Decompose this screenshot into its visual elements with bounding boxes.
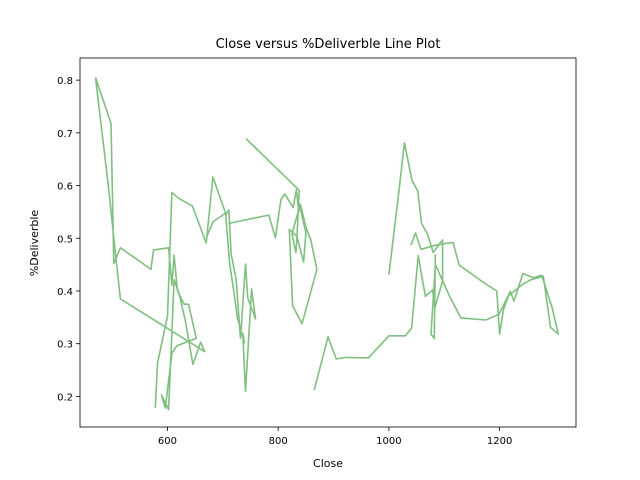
y-axis-ticks: 0.2 0.3 0.4 0.5 0.6 0.7 0.8 — [57, 76, 80, 403]
chart-title: Close versus %Deliverble Line Plot — [216, 37, 441, 52]
y-axis-label: %Deliverble — [28, 210, 41, 277]
series-line-1 — [94, 77, 206, 411]
axes-frame — [79, 57, 577, 428]
series-line-4 — [313, 142, 444, 391]
x-tick-label: 800 — [269, 436, 288, 447]
series-line-5 — [410, 232, 560, 340]
plot-area — [94, 77, 560, 411]
y-tick-label: 0.3 — [57, 340, 73, 351]
series-line-2 — [154, 176, 257, 409]
series-line-3 — [228, 138, 318, 325]
x-axis-label: Close — [313, 457, 343, 470]
y-tick-label: 0.7 — [57, 129, 73, 140]
y-tick-label: 0.8 — [57, 76, 73, 87]
x-axis-ticks: 600 800 1000 1200 — [158, 427, 512, 447]
y-tick-label: 0.5 — [57, 234, 73, 245]
y-tick-label: 0.2 — [57, 392, 73, 403]
x-tick-label: 1200 — [487, 436, 512, 447]
x-tick-label: 600 — [158, 436, 177, 447]
y-tick-label: 0.6 — [57, 182, 73, 193]
x-tick-label: 1000 — [376, 436, 401, 447]
y-tick-label: 0.4 — [57, 287, 73, 298]
